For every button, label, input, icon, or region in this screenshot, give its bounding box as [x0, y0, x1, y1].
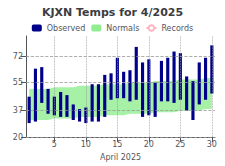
svg-text:37: 37 [13, 106, 23, 115]
svg-text:20: 20 [144, 140, 154, 149]
svg-text:KJXN Temps for 4/2025: KJXN Temps for 4/2025 [42, 6, 183, 19]
svg-text:25: 25 [175, 140, 185, 149]
svg-text:10: 10 [81, 140, 91, 149]
svg-text:April 2025: April 2025 [100, 153, 141, 162]
svg-text:Observed: Observed [47, 24, 86, 33]
svg-text:Records: Records [161, 24, 193, 33]
svg-text:5: 5 [52, 140, 57, 149]
svg-text:55: 55 [13, 78, 23, 87]
svg-text:20: 20 [13, 133, 23, 142]
svg-text:15: 15 [112, 140, 122, 149]
svg-text:30: 30 [207, 140, 217, 149]
svg-text:Normals: Normals [106, 24, 139, 33]
svg-text:72: 72 [13, 52, 23, 61]
